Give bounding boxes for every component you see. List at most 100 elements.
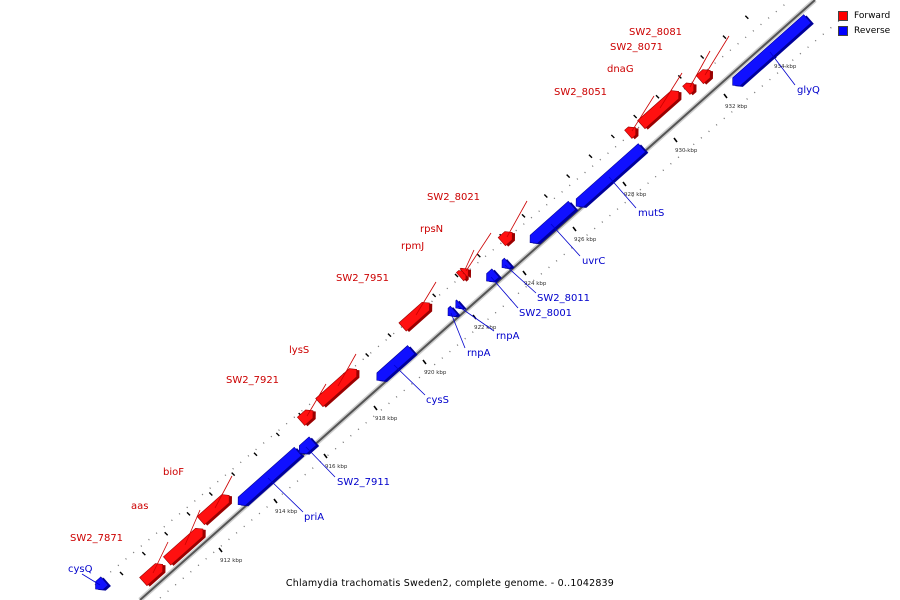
- gene-aas[interactable]: aas: [131, 501, 209, 567]
- gene-label: SW2_8011: [537, 293, 590, 304]
- gene-rnpa[interactable]: rnpA: [452, 299, 520, 342]
- minor-tick: [208, 492, 213, 497]
- gene-label: rnpA: [496, 331, 520, 342]
- minor-tick: [365, 352, 370, 357]
- minor-tick: [722, 35, 727, 40]
- gene-cyss[interactable]: cysS: [373, 345, 449, 406]
- gene-leader: [457, 305, 495, 332]
- gene-arrow: [624, 126, 639, 140]
- tick-label: 922 kbp: [474, 325, 497, 331]
- tick: 920 kbp: [422, 359, 447, 376]
- gene-leader: [504, 264, 537, 294]
- gene-arrow: [376, 345, 418, 382]
- minor-tick: [476, 253, 481, 258]
- gene-arrow: [501, 257, 515, 270]
- gene-rnpa[interactable]: rnpA: [444, 305, 491, 359]
- gene-leader: [214, 475, 233, 509]
- gene-sw2-8011[interactable]: SW2_8011: [498, 257, 590, 304]
- tick: 918 kbp: [373, 405, 398, 422]
- gene-arrow: [529, 200, 579, 245]
- gene-arrow: [237, 446, 305, 507]
- gene-glyq[interactable]: glyQ: [729, 14, 820, 96]
- gene-leader: [550, 223, 581, 257]
- reverse-swatch: [838, 25, 848, 36]
- gene-label: rnpA: [467, 348, 491, 359]
- gene-leader: [337, 353, 357, 387]
- gene-dnag[interactable]: dnaG: [607, 64, 685, 131]
- gene-features: cysQ SW2_7871 aas bioF priA SW2_7911 SW2_7921 l…: [68, 14, 820, 595]
- gene-uvrc[interactable]: uvrC: [526, 200, 605, 267]
- minor-tick: [164, 531, 169, 536]
- gene-label: dnaG: [607, 64, 634, 75]
- gene-label: lysS: [289, 345, 309, 356]
- gene-sw2-7921[interactable]: SW2_7921: [226, 375, 327, 427]
- gene-sw2-8051[interactable]: SW2_8051: [554, 87, 655, 140]
- forward-swatch: [838, 10, 848, 21]
- gene-label: cysQ: [68, 564, 93, 575]
- gene-arrow: [497, 231, 516, 247]
- gene-arrow: [447, 305, 461, 318]
- gene-label: SW2_8051: [554, 87, 607, 98]
- tick-label: 916 kbp: [325, 464, 348, 470]
- tick-label: 918 kbp: [375, 416, 398, 422]
- gene-leader: [450, 312, 466, 349]
- tick-marks: 912 kbp 914 kbp 916 kbp 918 kbp 920 kbp 922 k…: [119, 15, 797, 576]
- gene-sw2-8001[interactable]: SW2_8001: [483, 268, 572, 319]
- tick-label: 920 kbp: [424, 370, 447, 376]
- minor-tick: [700, 54, 705, 59]
- tick-label: 934 kbp: [774, 64, 797, 70]
- gene-leader: [689, 50, 711, 88]
- gene-label: SW2_7871: [70, 533, 123, 544]
- gene-pria[interactable]: priA: [234, 446, 324, 523]
- gene-sw2-7871[interactable]: SW2_7871: [70, 533, 169, 588]
- gene-leader: [769, 51, 796, 86]
- gene-sw2-8081[interactable]: SW2_8081: [629, 27, 730, 86]
- gene-label: aas: [131, 501, 148, 512]
- gene-label: cysS: [426, 395, 449, 406]
- gene-label: SW2_8001: [519, 308, 572, 319]
- gene-arrow: [298, 436, 320, 455]
- gene-leader: [306, 383, 327, 417]
- minor-tick: [566, 174, 571, 179]
- gene-label: SW2_8021: [427, 192, 480, 203]
- gene-sw2-7911[interactable]: SW2_7911: [296, 436, 390, 488]
- tick: 922 kbp: [472, 314, 497, 331]
- gene-label: SW2_8071: [610, 42, 663, 53]
- gene-arrow: [486, 268, 502, 283]
- gene-leader: [267, 477, 304, 513]
- gene-leader: [152, 541, 169, 574]
- gene-arrow: [139, 563, 166, 587]
- gene-label: mutS: [638, 208, 664, 219]
- gene-arrow: [637, 90, 682, 130]
- legend-forward-label: Forward: [854, 10, 891, 21]
- gene-label: SW2_7921: [226, 375, 279, 386]
- gene-leader: [490, 276, 519, 309]
- tick: 924 kbp: [522, 270, 547, 287]
- gene-cysq[interactable]: cysQ: [68, 564, 111, 595]
- gene-leader: [305, 446, 336, 478]
- minor-tick: [633, 114, 638, 119]
- legend-reverse-label: Reverse: [854, 25, 891, 36]
- gene-label: priA: [304, 512, 324, 523]
- tick-label: 932 kbp: [725, 104, 748, 110]
- gene-label: glyQ: [797, 85, 820, 96]
- gene-arrow: [695, 69, 714, 85]
- tick-label: 930 kbp: [675, 148, 698, 154]
- minor-tick: [186, 511, 191, 516]
- gene-rpmj[interactable]: rpmJ: [401, 241, 475, 283]
- gene-muts[interactable]: mutS: [572, 143, 664, 219]
- gene-sw2-7951[interactable]: SW2_7951: [336, 273, 437, 333]
- minor-tick: [521, 213, 526, 218]
- minor-tick: [275, 432, 280, 437]
- gene-leader: [81, 573, 101, 586]
- gene-sw2-8021[interactable]: SW2_8021: [427, 192, 528, 248]
- minor-tick: [432, 293, 437, 298]
- gene-arrow: [732, 14, 814, 87]
- gene-rpsn[interactable]: rpsN: [420, 224, 492, 279]
- gene-arrow: [296, 409, 316, 427]
- gene-biof[interactable]: bioF: [163, 467, 236, 527]
- gene-label: rpmJ: [401, 241, 424, 252]
- gene-lyss[interactable]: lysS: [289, 345, 363, 409]
- gene-sw2-8071[interactable]: SW2_8071: [610, 42, 711, 96]
